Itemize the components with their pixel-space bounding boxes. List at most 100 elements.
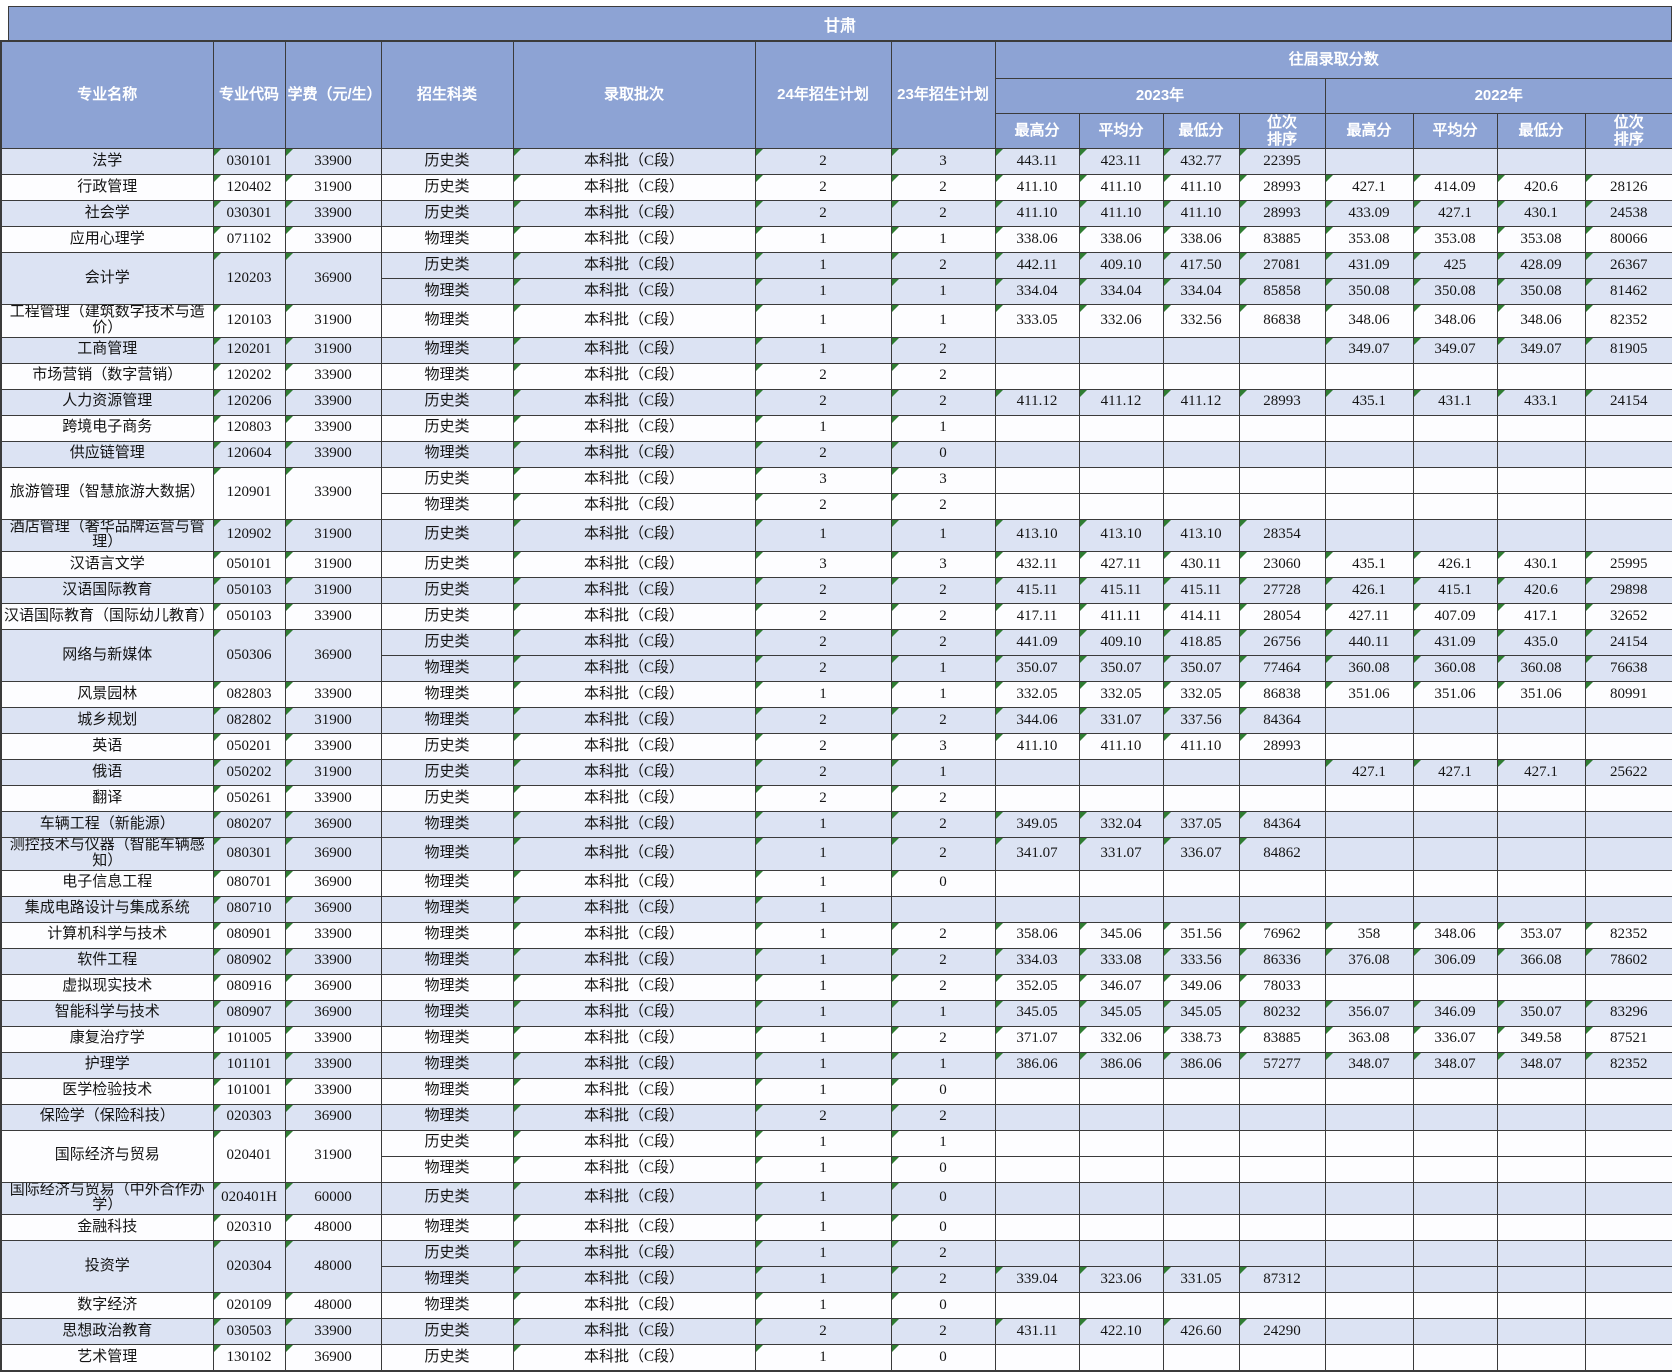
category-cell: 历史类	[380, 414, 514, 442]
score-2022-min-cell: 350.08	[1496, 278, 1586, 305]
table-row: 英语 050201 33900 历史类 本科批（C段） 2 3 411.10 411.10 411…	[0, 733, 1672, 760]
category-cell: 历史类	[380, 603, 514, 630]
rank-2023-cell: 86838	[1238, 681, 1326, 708]
score-2023-min-cell	[1162, 1344, 1240, 1372]
plan23-cell: 3	[890, 148, 996, 175]
score-2022-avg-cell: 348.06	[1412, 921, 1498, 949]
rank-2022-cell	[1584, 148, 1672, 175]
score-2022-max-cell	[1324, 1344, 1414, 1372]
plan23-cell: 2	[890, 200, 996, 227]
plan24-cell: 1	[754, 518, 892, 552]
score-2023-min-cell: 418.85	[1162, 629, 1240, 656]
plan23-cell: 1	[890, 1051, 996, 1079]
score-2022-max-cell: 348.07	[1324, 1051, 1414, 1079]
score-2023-avg-cell	[1078, 1344, 1164, 1372]
rank-2023-cell	[1238, 440, 1326, 468]
tuition-cell: 33900	[284, 947, 382, 975]
score-2023-min-cell	[1162, 1181, 1240, 1215]
batch-cell: 本科批（C段）	[512, 466, 756, 494]
category-cell: 历史类	[380, 1240, 514, 1267]
rank-2023-cell: 87312	[1238, 1266, 1326, 1293]
score-2023-avg-cell	[1078, 492, 1164, 520]
major-name-cell: 思想政治教育	[0, 1318, 214, 1345]
rank-2023-cell	[1238, 466, 1326, 494]
batch-cell: 本科批（C段）	[512, 1051, 756, 1079]
rank-2023-cell: 84364	[1238, 811, 1326, 838]
score-2023-max-cell	[994, 414, 1080, 442]
major-name-cell: 俄语	[0, 759, 214, 786]
rank-2022-cell	[1584, 362, 1672, 390]
score-2022-avg-cell	[1412, 707, 1498, 734]
score-2022-avg-cell	[1412, 414, 1498, 442]
major-name-cell: 电子信息工程	[0, 869, 214, 897]
score-2023-avg-cell	[1078, 1155, 1164, 1183]
score-2023-avg-cell: 411.11	[1078, 603, 1164, 630]
batch-cell: 本科批（C段）	[512, 174, 756, 201]
score-2022-max-cell: 358	[1324, 921, 1414, 949]
score-2022-max-cell	[1324, 466, 1414, 494]
plan24-cell: 1	[754, 1240, 892, 1267]
admissions-table: 专业名称 专业代码 学费（元/生） 招生科类 录取批次 24年招生计划 23年招…	[0, 40, 1672, 1372]
score-2022-min-cell: 430.1	[1496, 551, 1586, 578]
tuition-cell: 33900	[284, 1318, 382, 1345]
score-2023-max-cell: 332.05	[994, 681, 1080, 708]
table-row: 护理学 101101 33900 物理类 本科批（C段） 1 1 386.06 386.06 38…	[0, 1051, 1672, 1079]
table-row: 投资学 020304 48000 历史类 本科批（C段） 1 2	[0, 1240, 1672, 1293]
rank-2022-cell: 81905	[1584, 336, 1672, 364]
batch-cell: 本科批（C段）	[512, 681, 756, 708]
score-2022-min-cell: 433.1	[1496, 388, 1586, 416]
score-2022-max-cell	[1324, 362, 1414, 390]
score-2022-min-cell: 428.09	[1496, 252, 1586, 279]
batch-cell: 本科批（C段）	[512, 655, 756, 682]
score-2022-min-cell: 435.0	[1496, 629, 1586, 656]
tuition-cell: 48000	[284, 1214, 382, 1241]
score-2022-min-cell: 427.1	[1496, 759, 1586, 786]
rank-2022-cell: 29898	[1584, 577, 1672, 604]
major-code-cell: 080207	[212, 811, 286, 838]
category-cell: 物理类	[380, 304, 514, 338]
score-2022-max-cell	[1324, 1318, 1414, 1345]
score-2023-avg-cell: 338.06	[1078, 226, 1164, 253]
rank-2022-cell	[1584, 1181, 1672, 1215]
category-cell: 物理类	[380, 1155, 514, 1183]
score-2022-max-cell: 363.08	[1324, 1025, 1414, 1053]
table-row: 翻译 050261 33900 历史类 本科批（C段） 2 2	[0, 785, 1672, 812]
major-code-cell: 050101	[212, 551, 286, 578]
score-2023-min-cell: 333.56	[1162, 947, 1240, 975]
table-row: 人力资源管理 120206 33900 历史类 本科批（C段） 2 2 411.12 411.1…	[0, 388, 1672, 416]
score-2022-max-cell	[1324, 1214, 1414, 1241]
score-2023-min-cell	[1162, 336, 1240, 364]
plan24-cell: 2	[754, 707, 892, 734]
score-2023-avg-cell	[1078, 785, 1164, 812]
score-2023-min-cell: 430.11	[1162, 551, 1240, 578]
major-name-cell: 汉语言文学	[0, 551, 214, 578]
score-2022-avg-cell: 426.1	[1412, 551, 1498, 578]
score-2022-max-cell	[1324, 414, 1414, 442]
score-2023-max-cell	[994, 1103, 1080, 1131]
plan24-cell: 1	[754, 1344, 892, 1372]
plan23-cell: 1	[890, 1129, 996, 1157]
major-name-cell: 虚拟现实技术	[0, 973, 214, 1001]
score-2022-min-cell: 353.08	[1496, 226, 1586, 253]
score-2022-avg-cell: 351.06	[1412, 681, 1498, 708]
batch-cell: 本科批（C段）	[512, 1240, 756, 1267]
category-cell: 物理类	[380, 336, 514, 364]
score-2023-max-cell: 350.07	[994, 655, 1080, 682]
batch-cell: 本科批（C段）	[512, 252, 756, 279]
score-2023-avg-cell: 415.11	[1078, 577, 1164, 604]
batch-cell: 本科批（C段）	[512, 492, 756, 520]
score-2023-min-cell: 337.56	[1162, 707, 1240, 734]
batch-cell: 本科批（C段）	[512, 414, 756, 442]
score-2022-max-cell	[1324, 869, 1414, 897]
score-2022-min-cell	[1496, 1292, 1586, 1319]
score-2022-min-cell	[1496, 1155, 1586, 1183]
plan23-cell: 2	[890, 811, 996, 838]
rank-2022-cell	[1584, 1266, 1672, 1293]
rank-2022-cell: 82352	[1584, 1051, 1672, 1079]
score-2022-min-cell	[1496, 362, 1586, 390]
plan23-cell: 1	[890, 759, 996, 786]
score-2023-max-cell: 338.06	[994, 226, 1080, 253]
rank-2022-cell	[1584, 1214, 1672, 1241]
score-2023-max-cell: 352.05	[994, 973, 1080, 1001]
category-cell: 历史类	[380, 629, 514, 656]
